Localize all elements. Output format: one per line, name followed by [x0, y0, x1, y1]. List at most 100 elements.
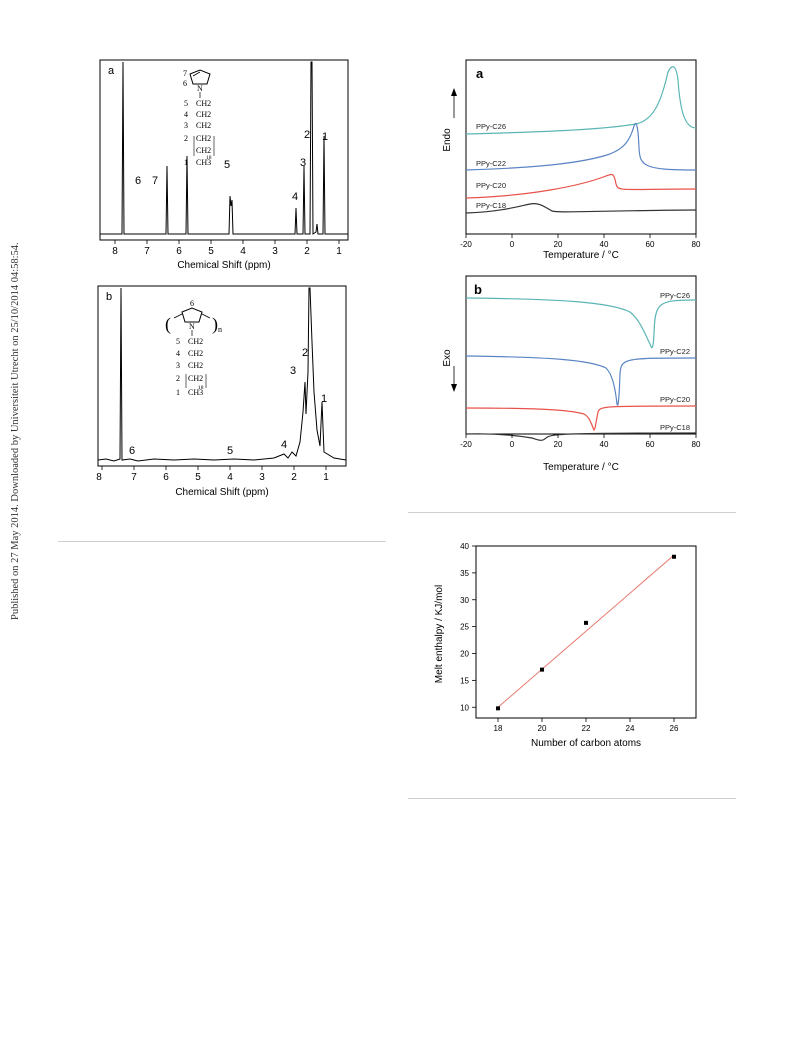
svg-text:6: 6 [183, 79, 187, 88]
svg-text:5: 5 [176, 337, 180, 346]
svg-text:CH2: CH2 [188, 361, 203, 370]
dsc-a-arrow-head [451, 88, 457, 96]
nmr-a-tick: 1 [336, 246, 342, 257]
dsc-b-series-c22 [465, 355, 697, 406]
melt-enthalpy-chart: 18 20 22 24 26 10 15 20 25 30 35 40 Melt enthalpy /… [408, 540, 708, 760]
dsc-cooling-chart: b Exo PPy-C26 PPy-C22 PPy-C20 PPy-C18 -2… [440, 274, 710, 476]
scatter-ylabel: Melt enthalpy / KJ/mol [434, 585, 445, 683]
scatter-ticks: 18 20 22 24 26 10 15 20 25 30 35 40 [460, 542, 679, 733]
svg-text:CH2: CH2 [196, 121, 211, 130]
scatter-point [672, 554, 676, 559]
nmr-b-tick: 2 [291, 472, 297, 483]
dsc-a-frame [465, 59, 697, 235]
svg-text:18: 18 [206, 155, 212, 161]
rule-right-top [408, 512, 736, 513]
nmr-b-peak-label: 3 [290, 365, 296, 377]
svg-text:1: 1 [184, 158, 188, 167]
x-tick-label: 60 [646, 440, 655, 449]
x-tick-label: 24 [626, 724, 635, 733]
svg-text:2: 2 [184, 134, 188, 143]
nmr-b-peak-label: 1 [321, 393, 327, 405]
y-tick-label: 20 [460, 650, 469, 659]
nmr-b-tick: 3 [259, 472, 265, 483]
x-tick-label: 20 [554, 240, 563, 249]
nmr-a-peak-label: 3 [300, 157, 306, 169]
nmr-a-tick: 5 [208, 246, 214, 257]
dsc-a-series-c22 [465, 122, 697, 171]
dsc-b-ylabel: Exo [442, 349, 453, 367]
y-tick-label: 25 [460, 623, 469, 632]
scatter-point [584, 620, 588, 625]
dsc-b-xticks: -20 0 20 40 60 80 [460, 434, 701, 449]
dsc-a-xlabel: Temperature / °C [543, 250, 619, 261]
svg-text:n: n [218, 325, 222, 334]
nmr-a-trace [100, 61, 348, 235]
nmr-b-ticks [101, 466, 327, 470]
download-notice: Published on 27 May 2014. Downloaded by … [10, 242, 21, 620]
dsc-a-legend-c18: PPy-C18 [476, 201, 506, 210]
nmr-b-tick: 7 [131, 472, 137, 483]
nmr-a-frame [99, 59, 349, 241]
dsc-b-legend-c22: PPy-C22 [660, 347, 690, 356]
scatter-frame [475, 545, 697, 719]
nmr-b-xlabel: Chemical Shift (ppm) [175, 487, 268, 498]
nmr-b-tick: 5 [195, 472, 201, 483]
dsc-a-panel-label: a [476, 66, 484, 81]
y-tick-label: 10 [460, 703, 469, 712]
dsc-b-series-c26 [465, 297, 697, 349]
scatter-point [496, 706, 500, 711]
svg-text:18: 18 [198, 385, 204, 391]
nmr-b-trace [97, 287, 347, 462]
dsc-a-legend-c26: PPy-C26 [476, 122, 506, 131]
dsc-b-legend-c20: PPy-C20 [660, 395, 690, 404]
nmr-a-ticks [114, 240, 340, 244]
svg-text:CH2: CH2 [196, 134, 211, 143]
nmr-a-peak-label: 2 [304, 129, 310, 141]
svg-text:CH2: CH2 [188, 349, 203, 358]
nmr-a-xlabel: Chemical Shift (ppm) [177, 260, 270, 271]
y-tick-label: 35 [460, 569, 469, 578]
nmr-spectrum-a: a 8 7 6 5 4 3 2 1 Chemical Shift (ppm) 1… [96, 56, 352, 276]
nmr-b-tick: 4 [227, 472, 233, 483]
nmr-a-peak-label: 5 [224, 159, 230, 171]
svg-text:N: N [189, 322, 195, 331]
svg-text:3: 3 [184, 121, 188, 130]
scatter-points [496, 554, 676, 711]
svg-text:(: ( [165, 314, 171, 335]
nmr-a-peak-label: 4 [292, 191, 298, 203]
nmr-b-structure: ( ) n 6 N CH2 CH2 CH2 CH2 CH3 5 4 3 2 1 … [165, 299, 222, 397]
x-tick-label: 20 [554, 440, 563, 449]
x-tick-label: 22 [582, 724, 591, 733]
svg-text:CH2: CH2 [188, 337, 203, 346]
x-tick-label: 0 [510, 240, 515, 249]
rule-left [58, 541, 386, 542]
rule-right-bottom [408, 798, 736, 799]
x-tick-label: -20 [460, 440, 472, 449]
svg-text:CH2: CH2 [196, 99, 211, 108]
svg-text:CH2: CH2 [188, 374, 203, 383]
nmr-a-tick: 7 [144, 246, 150, 257]
dsc-a-legend-c22: PPy-C22 [476, 159, 506, 168]
dsc-a-series-c20 [465, 173, 697, 199]
svg-text:5: 5 [184, 99, 188, 108]
svg-text:4: 4 [176, 349, 180, 358]
y-tick-label: 15 [460, 676, 469, 685]
dsc-b-arrow-head [451, 384, 457, 392]
dsc-b-series-c18 [465, 432, 697, 441]
nmr-a-tick: 3 [272, 246, 278, 257]
x-tick-label: 18 [494, 724, 503, 733]
nmr-a-tick: 2 [304, 246, 310, 257]
x-tick-label: 40 [600, 240, 609, 249]
nmr-b-peak-label: 5 [227, 445, 233, 457]
dsc-b-legend-c26: PPy-C26 [660, 291, 690, 300]
svg-text:CH3: CH3 [196, 158, 211, 167]
x-tick-label: 26 [670, 724, 679, 733]
svg-text:2: 2 [176, 374, 180, 383]
nmr-a-peak-label: 1 [322, 131, 328, 143]
dsc-heating-chart: a Endo PPy-C26 PPy-C22 PPy-C20 PPy-C18 -… [440, 58, 710, 266]
nmr-b-peak-label: 6 [129, 445, 135, 457]
svg-text:CH2: CH2 [196, 146, 211, 155]
nmr-a-tick: 8 [112, 246, 118, 257]
dsc-a-series-c26 [465, 66, 697, 135]
dsc-b-xlabel: Temperature / °C [543, 462, 619, 473]
